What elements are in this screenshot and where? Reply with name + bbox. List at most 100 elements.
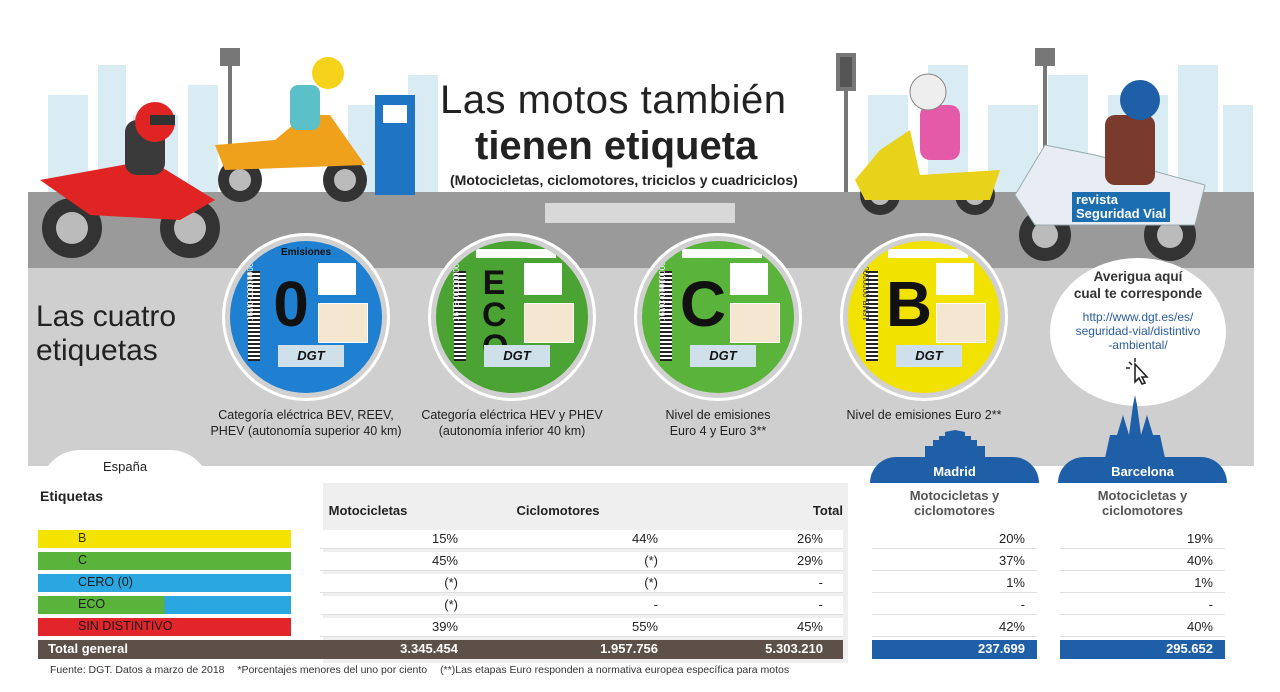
table-row	[320, 552, 843, 571]
city-row	[872, 574, 1037, 593]
badge-caption-line2: Euro 4 y Euro 3**	[669, 424, 767, 438]
city-subheader-line1: Motocicletas y	[1097, 488, 1188, 503]
city-row	[872, 596, 1037, 615]
column-header-1: Ciclomotores	[516, 503, 600, 518]
badge-letter: B	[885, 268, 933, 340]
row-label: SIN DISTINTIVO	[78, 619, 173, 633]
city-row	[872, 618, 1037, 637]
page-title-line2: tienen etiqueta	[475, 124, 758, 168]
city-subheader-line1: Motocicletas y	[909, 488, 1000, 503]
city-cell: 20%	[998, 531, 1025, 546]
table-cell: (*)	[644, 553, 658, 568]
badge-caption-1: Categoría eléctrica HEV y PHEV (autonomía…	[398, 407, 626, 439]
city-header-1: Barcelona	[1058, 457, 1227, 483]
magazine-logo-line2: Seguridad Vial	[1076, 206, 1167, 221]
city-row	[1060, 530, 1225, 549]
label-bar-1: C	[38, 552, 291, 570]
row-label: ECO	[78, 597, 106, 611]
city-total-row	[872, 640, 1037, 659]
city-cell: 1%	[1006, 575, 1025, 590]
region-label: España	[102, 459, 148, 474]
spain-table: Etiquetas Motocicletas Ciclomotores Total …	[28, 483, 848, 663]
dgt-logo: DGT	[484, 345, 550, 367]
badge-white-square	[730, 263, 768, 295]
table-cell: (*)	[644, 575, 658, 590]
info-bubble-heading-line2: cual te corresponde	[1073, 286, 1203, 301]
city-cell: 42%	[998, 619, 1025, 634]
badge-code: 16TE-00000000	[452, 263, 461, 321]
badge-caption-2: Nivel de emisiones Euro 4 y Euro 3**	[604, 407, 832, 439]
badge-0: Emisiones 16M0-00000000 0 DGT	[222, 233, 390, 401]
total-cell: 5.303.210	[765, 641, 823, 656]
barcode-icon	[660, 271, 672, 361]
table-cell: 15%	[431, 531, 458, 546]
label-bar-3: ECO	[38, 596, 291, 614]
badge-caption-line1: Nivel de emisiones Euro 2**	[846, 408, 1002, 422]
city-subheader-line2: ciclomotores	[1102, 503, 1183, 518]
badge-white-square	[936, 263, 974, 295]
barcode-icon	[454, 271, 466, 361]
badge-code: 16MB-00000000	[862, 261, 871, 321]
badge-top-strip	[682, 249, 762, 258]
city-row	[1060, 596, 1225, 615]
table-row	[320, 596, 843, 615]
madrid-skyline-icon	[925, 430, 985, 458]
city-row	[1060, 574, 1225, 593]
badge-hologram-square	[318, 303, 368, 343]
badge-white-square	[318, 263, 356, 295]
badge-hologram-square	[936, 303, 986, 343]
table-cell: 44%	[631, 531, 658, 546]
badge-letter: 0	[273, 268, 309, 340]
badge-hologram-square	[524, 303, 574, 343]
barcode-icon	[248, 271, 260, 361]
city-cell: 37%	[998, 553, 1025, 568]
section-heading-line1: Las cuatro	[36, 300, 177, 333]
badge-disc: 16MC-00000000 C DGT	[642, 241, 794, 393]
total-cell: 3.345.454	[400, 641, 458, 656]
badge-hologram-square	[730, 303, 780, 343]
city-total-cell: 295.652	[1166, 641, 1213, 656]
badge-disc: 16TE-00000000ECODGT	[436, 241, 588, 393]
magazine-logo-line1: revista	[1076, 192, 1118, 207]
city-total-row	[1060, 640, 1225, 659]
table-row	[320, 618, 843, 637]
info-bubble-link[interactable]: http://www.dgt.es/es/ seguridad-vial/dis…	[1050, 310, 1226, 352]
table-cell: 45%	[431, 553, 458, 568]
table-row	[320, 530, 843, 549]
table-cell: (*)	[444, 597, 458, 612]
cities-table: Madrid Motocicletas y ciclomotores 20% 37% 1%…	[862, 457, 1254, 663]
city-header-0: Madrid	[870, 457, 1039, 483]
city-row	[872, 552, 1037, 571]
city-subheader-line2: ciclomotores	[914, 503, 995, 518]
total-label: Total general	[48, 641, 128, 656]
label-bar-0: B	[38, 530, 291, 548]
table-cell: 45%	[796, 619, 823, 634]
badge-caption-0: Categoría eléctrica BEV, REEV, PHEV (auto…	[192, 407, 420, 439]
info-bubble-heading-line1: Averigua aquí	[1093, 269, 1183, 284]
badge-disc: 16MB-00000000 B DGT	[848, 241, 1000, 393]
badge-top-strip	[476, 249, 556, 258]
info-bubble-link-line3[interactable]: -ambiental/	[1108, 338, 1168, 352]
info-bubble-link-line1[interactable]: http://www.dgt.es/es/	[1082, 310, 1194, 324]
badge-1: 16TE-00000000ECODGT	[428, 233, 596, 401]
total-cell: 1.957.756	[600, 641, 658, 656]
table-cell: -	[818, 597, 823, 612]
cursor-click-icon	[1126, 358, 1149, 385]
badge-3: 16MB-00000000 B DGT	[840, 233, 1008, 401]
city-subheader: Motocicletas y ciclomotores	[1060, 488, 1225, 518]
row-label: CERO (0)	[78, 575, 133, 589]
table-cell: 29%	[796, 553, 823, 568]
badge-caption-3: Nivel de emisiones Euro 2**	[810, 407, 1038, 423]
info-bubble-heading: Averigua aquí cual te corresponde	[1050, 268, 1226, 302]
table-cell: 26%	[796, 531, 823, 546]
badge-caption-line2: PHEV (autonomía superior 40 km)	[210, 424, 402, 438]
red-motorcycle-icon	[40, 102, 220, 258]
scooter-charging-icon	[215, 57, 415, 202]
info-bubble-link-line2[interactable]: seguridad-vial/distintivo	[1075, 324, 1201, 338]
info-bubble: Averigua aquí cual te corresponde http:/…	[1050, 258, 1226, 406]
badge-2: 16MC-00000000 C DGT	[634, 233, 802, 401]
barcelona-skyline-icon	[1105, 395, 1165, 458]
footnote-note2: (**)Las etapas Euro responden a normativ…	[440, 664, 790, 676]
road-marking	[545, 203, 735, 223]
